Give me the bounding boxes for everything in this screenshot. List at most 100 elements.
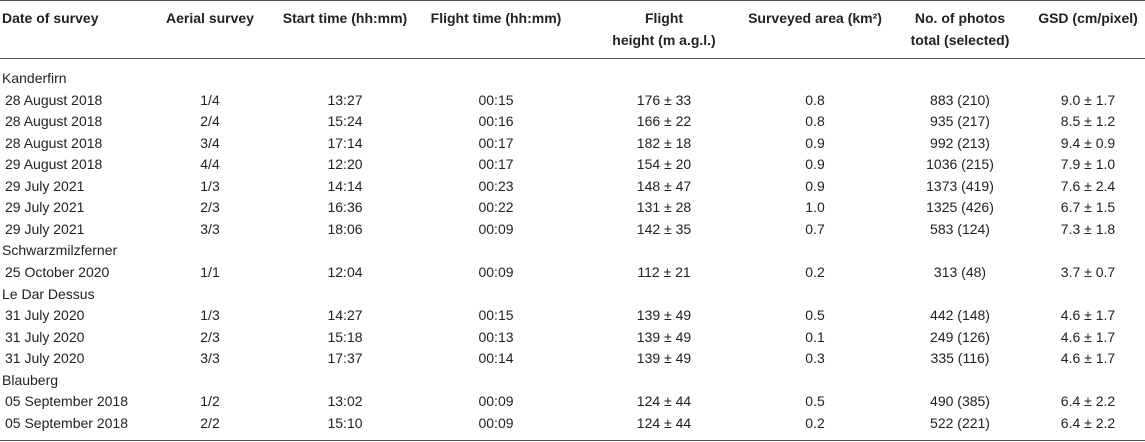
table-cell: 7.6 ± 2.4 [1060, 177, 1116, 194]
table-cell: 05 September 2018 [5, 414, 128, 431]
table-cell: 313 (48) [933, 264, 987, 281]
table-cell: 29 July 2021 [5, 177, 85, 194]
table-cell: 442 (148) [930, 307, 990, 324]
table-cell: 13:27 [327, 91, 363, 108]
table-cell: 29 August 2018 [5, 156, 103, 173]
group-label: Schwarzmilzferner [2, 242, 118, 259]
column-header: GSD (cm/pixel) [1038, 10, 1138, 26]
table-cell: 18:06 [327, 220, 363, 237]
group-label: Kanderfirn [2, 70, 67, 86]
table-cell: 31 July 2020 [5, 307, 85, 324]
table-cell: 124 ± 44 [636, 393, 692, 410]
column-header: Date of survey [2, 10, 99, 26]
group-label: Blauberg [2, 371, 59, 388]
table-cell: 3/3 [200, 220, 220, 237]
table-cell: 00:13 [478, 328, 514, 345]
table-cell: 935 (217) [930, 113, 990, 130]
table-cell: 31 July 2020 [5, 328, 85, 345]
column-header: height (m a.g.l.) [612, 32, 716, 48]
table-cell: 0.7 [805, 220, 825, 237]
table-cell: 05 September 2018 [5, 393, 128, 410]
table-cell: 00:23 [478, 177, 514, 194]
table-cell: 6.4 ± 2.2 [1060, 414, 1116, 431]
table-cell: 8.5 ± 1.2 [1060, 113, 1116, 130]
table-cell: 9.0 ± 1.7 [1060, 91, 1116, 108]
table-cell: 4.6 ± 1.7 [1060, 307, 1116, 324]
table-cell: 0.9 [805, 177, 825, 194]
table-cell: 0.3 [805, 350, 825, 367]
table-cell: 131 ± 28 [636, 199, 692, 216]
table-cell: 00:17 [478, 156, 514, 173]
table-cell: 583 (124) [930, 220, 990, 237]
column-header: Surveyed area (km²) [748, 10, 882, 26]
table-cell: 0.1 [805, 328, 825, 345]
table-cell: 0.5 [805, 307, 825, 324]
table-cell: 7.9 ± 1.0 [1060, 156, 1116, 173]
group-label: Le Dar Dessus [2, 285, 95, 302]
table-cell: 154 ± 20 [636, 156, 692, 173]
table-cell: 142 ± 35 [636, 220, 692, 237]
table-cell: 1/4 [200, 91, 220, 108]
table-cell: 139 ± 49 [636, 307, 692, 324]
table-cell: 335 (116) [930, 350, 990, 367]
table-cell: 0.2 [805, 414, 825, 431]
table-cell: 166 ± 22 [636, 113, 692, 130]
table-cell: 0.8 [805, 91, 825, 108]
table-cell: 15:24 [327, 113, 363, 130]
table-cell: 14:14 [327, 177, 363, 194]
table-cell: 28 August 2018 [5, 134, 103, 151]
table-cell: 14:27 [327, 307, 363, 324]
table-cell: 0.2 [805, 264, 825, 281]
table-cell: 0.9 [805, 134, 825, 151]
table-cell: 249 (126) [930, 328, 990, 345]
table-cell: 1/2 [200, 393, 220, 410]
table-cell: 0.5 [805, 393, 825, 410]
header-rule [0, 58, 1145, 59]
table-cell: 6.7 ± 1.5 [1060, 199, 1116, 216]
table-cell: 1/3 [200, 307, 220, 324]
table-cell: 31 July 2020 [5, 350, 85, 367]
table-cell: 29 July 2021 [5, 220, 85, 237]
table-cell: 00:17 [478, 134, 514, 151]
table-cell: 29 July 2021 [5, 199, 85, 216]
table-cell: 1325 (426) [926, 199, 994, 216]
table-cell: 2/3 [200, 199, 220, 216]
table-cell: 4/4 [200, 156, 220, 173]
table-cell: 2/2 [200, 414, 220, 431]
column-header: total (selected) [910, 32, 1010, 48]
table-cell: 2/4 [200, 113, 220, 130]
table-cell: 00:09 [478, 393, 514, 410]
table-cell: 17:37 [327, 350, 363, 367]
table-cell: 0.9 [805, 156, 825, 173]
table-cell: 00:22 [478, 199, 514, 216]
table-cell: 176 ± 33 [636, 91, 692, 108]
column-header: Flight time (hh:mm) [430, 10, 562, 26]
column-header: Aerial survey [166, 10, 254, 26]
table-cell: 7.3 ± 1.8 [1060, 220, 1116, 237]
table-cell: 4.6 ± 1.7 [1060, 328, 1116, 345]
table-cell: 9.4 ± 0.9 [1060, 134, 1116, 151]
table-cell: 992 (213) [930, 134, 990, 151]
table-cell: 16:36 [327, 199, 363, 216]
table-cell: 6.4 ± 2.2 [1060, 393, 1116, 410]
table-cell: 28 August 2018 [5, 91, 103, 108]
table-cell: 1/3 [200, 177, 220, 194]
table-cell: 00:14 [478, 350, 514, 367]
bottom-rule [0, 440, 1145, 441]
table-cell: 13:02 [327, 393, 363, 410]
table-cell: 00:09 [478, 264, 514, 281]
table-cell: 00:16 [478, 113, 514, 130]
table-cell: 00:15 [478, 91, 514, 108]
table-cell: 28 August 2018 [5, 113, 103, 130]
table-cell: 139 ± 49 [636, 328, 692, 345]
table-cell: 124 ± 44 [636, 414, 692, 431]
table-cell: 25 October 2020 [5, 264, 110, 281]
table-cell: 00:09 [478, 220, 514, 237]
table-cell: 3/4 [200, 134, 220, 151]
table-cell: 15:18 [327, 328, 363, 345]
table-cell: 490 (385) [930, 393, 990, 410]
column-header: Start time (hh:mm) [282, 10, 408, 26]
table-cell: 3.7 ± 0.7 [1060, 264, 1116, 281]
table-cell: 12:20 [327, 156, 363, 173]
